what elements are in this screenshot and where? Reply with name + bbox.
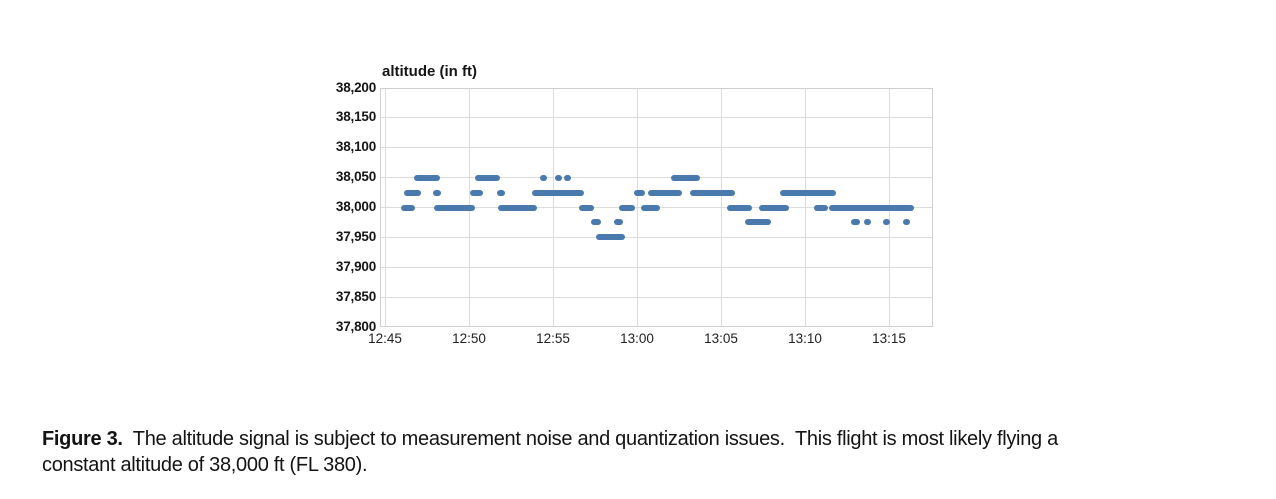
data-segment <box>619 204 635 211</box>
data-segment <box>780 189 837 196</box>
y-axis-tick-label: 38,150 <box>335 109 376 125</box>
data-segment <box>814 204 828 211</box>
gridline-vertical <box>384 89 386 326</box>
data-segment <box>882 219 890 226</box>
gridline-horizontal <box>381 177 932 179</box>
plot-area <box>380 88 933 327</box>
gridline-horizontal <box>381 236 932 238</box>
y-axis-tick-label: 37,800 <box>335 318 376 334</box>
gridline-horizontal <box>381 147 932 149</box>
chart-title: altitude (in ft) <box>382 63 477 80</box>
data-segment <box>404 189 422 196</box>
gridline-vertical <box>636 89 638 326</box>
y-axis-tick-label: 38,000 <box>335 199 376 214</box>
data-segment <box>469 189 484 196</box>
data-segment <box>614 219 623 226</box>
data-segment <box>758 204 790 211</box>
gridline-vertical <box>720 89 722 326</box>
data-segment <box>555 174 563 181</box>
data-segment <box>496 189 506 196</box>
data-segment <box>432 189 442 196</box>
data-segment <box>595 234 625 241</box>
data-segment <box>498 204 538 211</box>
x-axis-tick-label: 13:10 <box>788 331 822 346</box>
caption-line-1-text: The altitude signal is subject to measur… <box>122 428 1058 450</box>
data-segment <box>671 174 701 181</box>
data-segment <box>634 189 645 196</box>
gridline-horizontal <box>381 266 932 268</box>
data-segment <box>474 174 501 181</box>
y-axis-tick-label: 37,850 <box>335 288 376 304</box>
data-segment <box>641 204 660 211</box>
data-segment <box>689 189 736 196</box>
y-axis-tick-label: 38,200 <box>335 79 376 95</box>
x-axis-tick-label: 13:05 <box>704 331 738 346</box>
figure-caption: Figure 3. The altitude signal is subject… <box>42 426 1058 478</box>
data-segment <box>578 204 595 211</box>
y-axis-tick-label: 38,050 <box>335 169 376 185</box>
data-segment <box>726 204 753 211</box>
data-segment <box>531 189 585 196</box>
y-axis-tick-label: 38,100 <box>335 139 376 155</box>
data-segment <box>590 219 602 226</box>
data-segment <box>540 174 548 181</box>
data-segment <box>647 189 682 196</box>
data-segment <box>903 219 911 226</box>
y-axis-tick-label: 37,900 <box>335 258 376 274</box>
y-axis-tick-label: 37,950 <box>335 228 376 244</box>
data-segment <box>829 204 914 211</box>
x-axis-tick-label: 12:55 <box>536 331 570 346</box>
data-segment <box>563 174 571 181</box>
caption-line-1: Figure 3. The altitude signal is subject… <box>42 426 1058 452</box>
caption-line-2: constant altitude of 38,000 ft (FL 380). <box>42 454 368 476</box>
x-axis-tick-label: 12:45 <box>368 331 402 346</box>
data-segment <box>434 204 476 211</box>
caption-figure-label: Figure 3. <box>42 428 123 450</box>
gridline-vertical <box>552 89 554 326</box>
x-axis-tick-label: 12:50 <box>452 331 486 346</box>
gridline-horizontal <box>381 296 932 298</box>
x-axis-tick-label: 13:00 <box>620 331 654 346</box>
gridline-horizontal <box>381 117 932 119</box>
gridline-vertical <box>804 89 806 326</box>
data-segment <box>864 219 871 226</box>
data-segment <box>851 219 860 226</box>
data-segment <box>400 204 415 211</box>
data-segment <box>414 174 440 181</box>
data-segment <box>745 219 771 226</box>
x-axis-tick-label: 13:15 <box>872 331 906 346</box>
